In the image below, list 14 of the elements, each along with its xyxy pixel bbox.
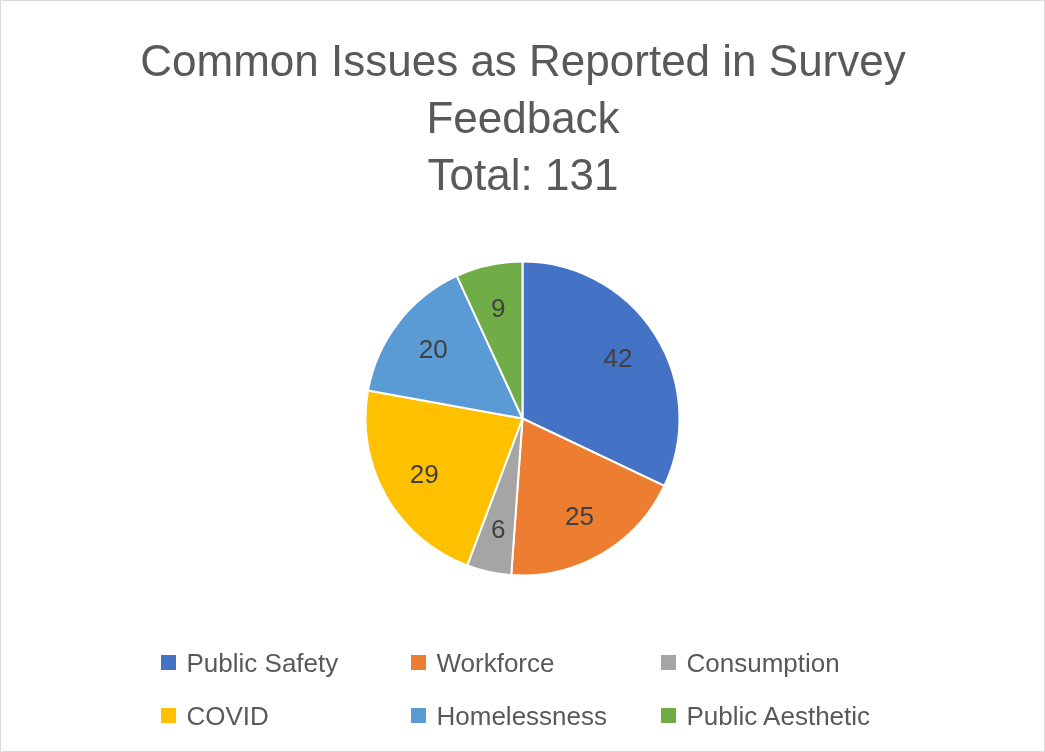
data-label: 6 [491, 513, 506, 544]
data-label: 9 [491, 293, 506, 324]
legend-label: Workforce [436, 647, 555, 678]
chart-subtitle: Total: 131 [427, 150, 619, 199]
legend-label: Public Safety [186, 647, 339, 678]
legend-label: Public Aesthetic [686, 700, 871, 731]
data-label: 42 [603, 343, 633, 374]
legend-label: Homelessness [436, 700, 608, 731]
data-label: 20 [418, 334, 448, 365]
legend-label: Consumption [686, 647, 840, 678]
legend-label: COVID [186, 700, 269, 731]
chart-title: Common Issues as Reported in Survey Feedback [140, 36, 906, 142]
data-label: 29 [409, 459, 439, 490]
data-label: 25 [564, 501, 594, 532]
